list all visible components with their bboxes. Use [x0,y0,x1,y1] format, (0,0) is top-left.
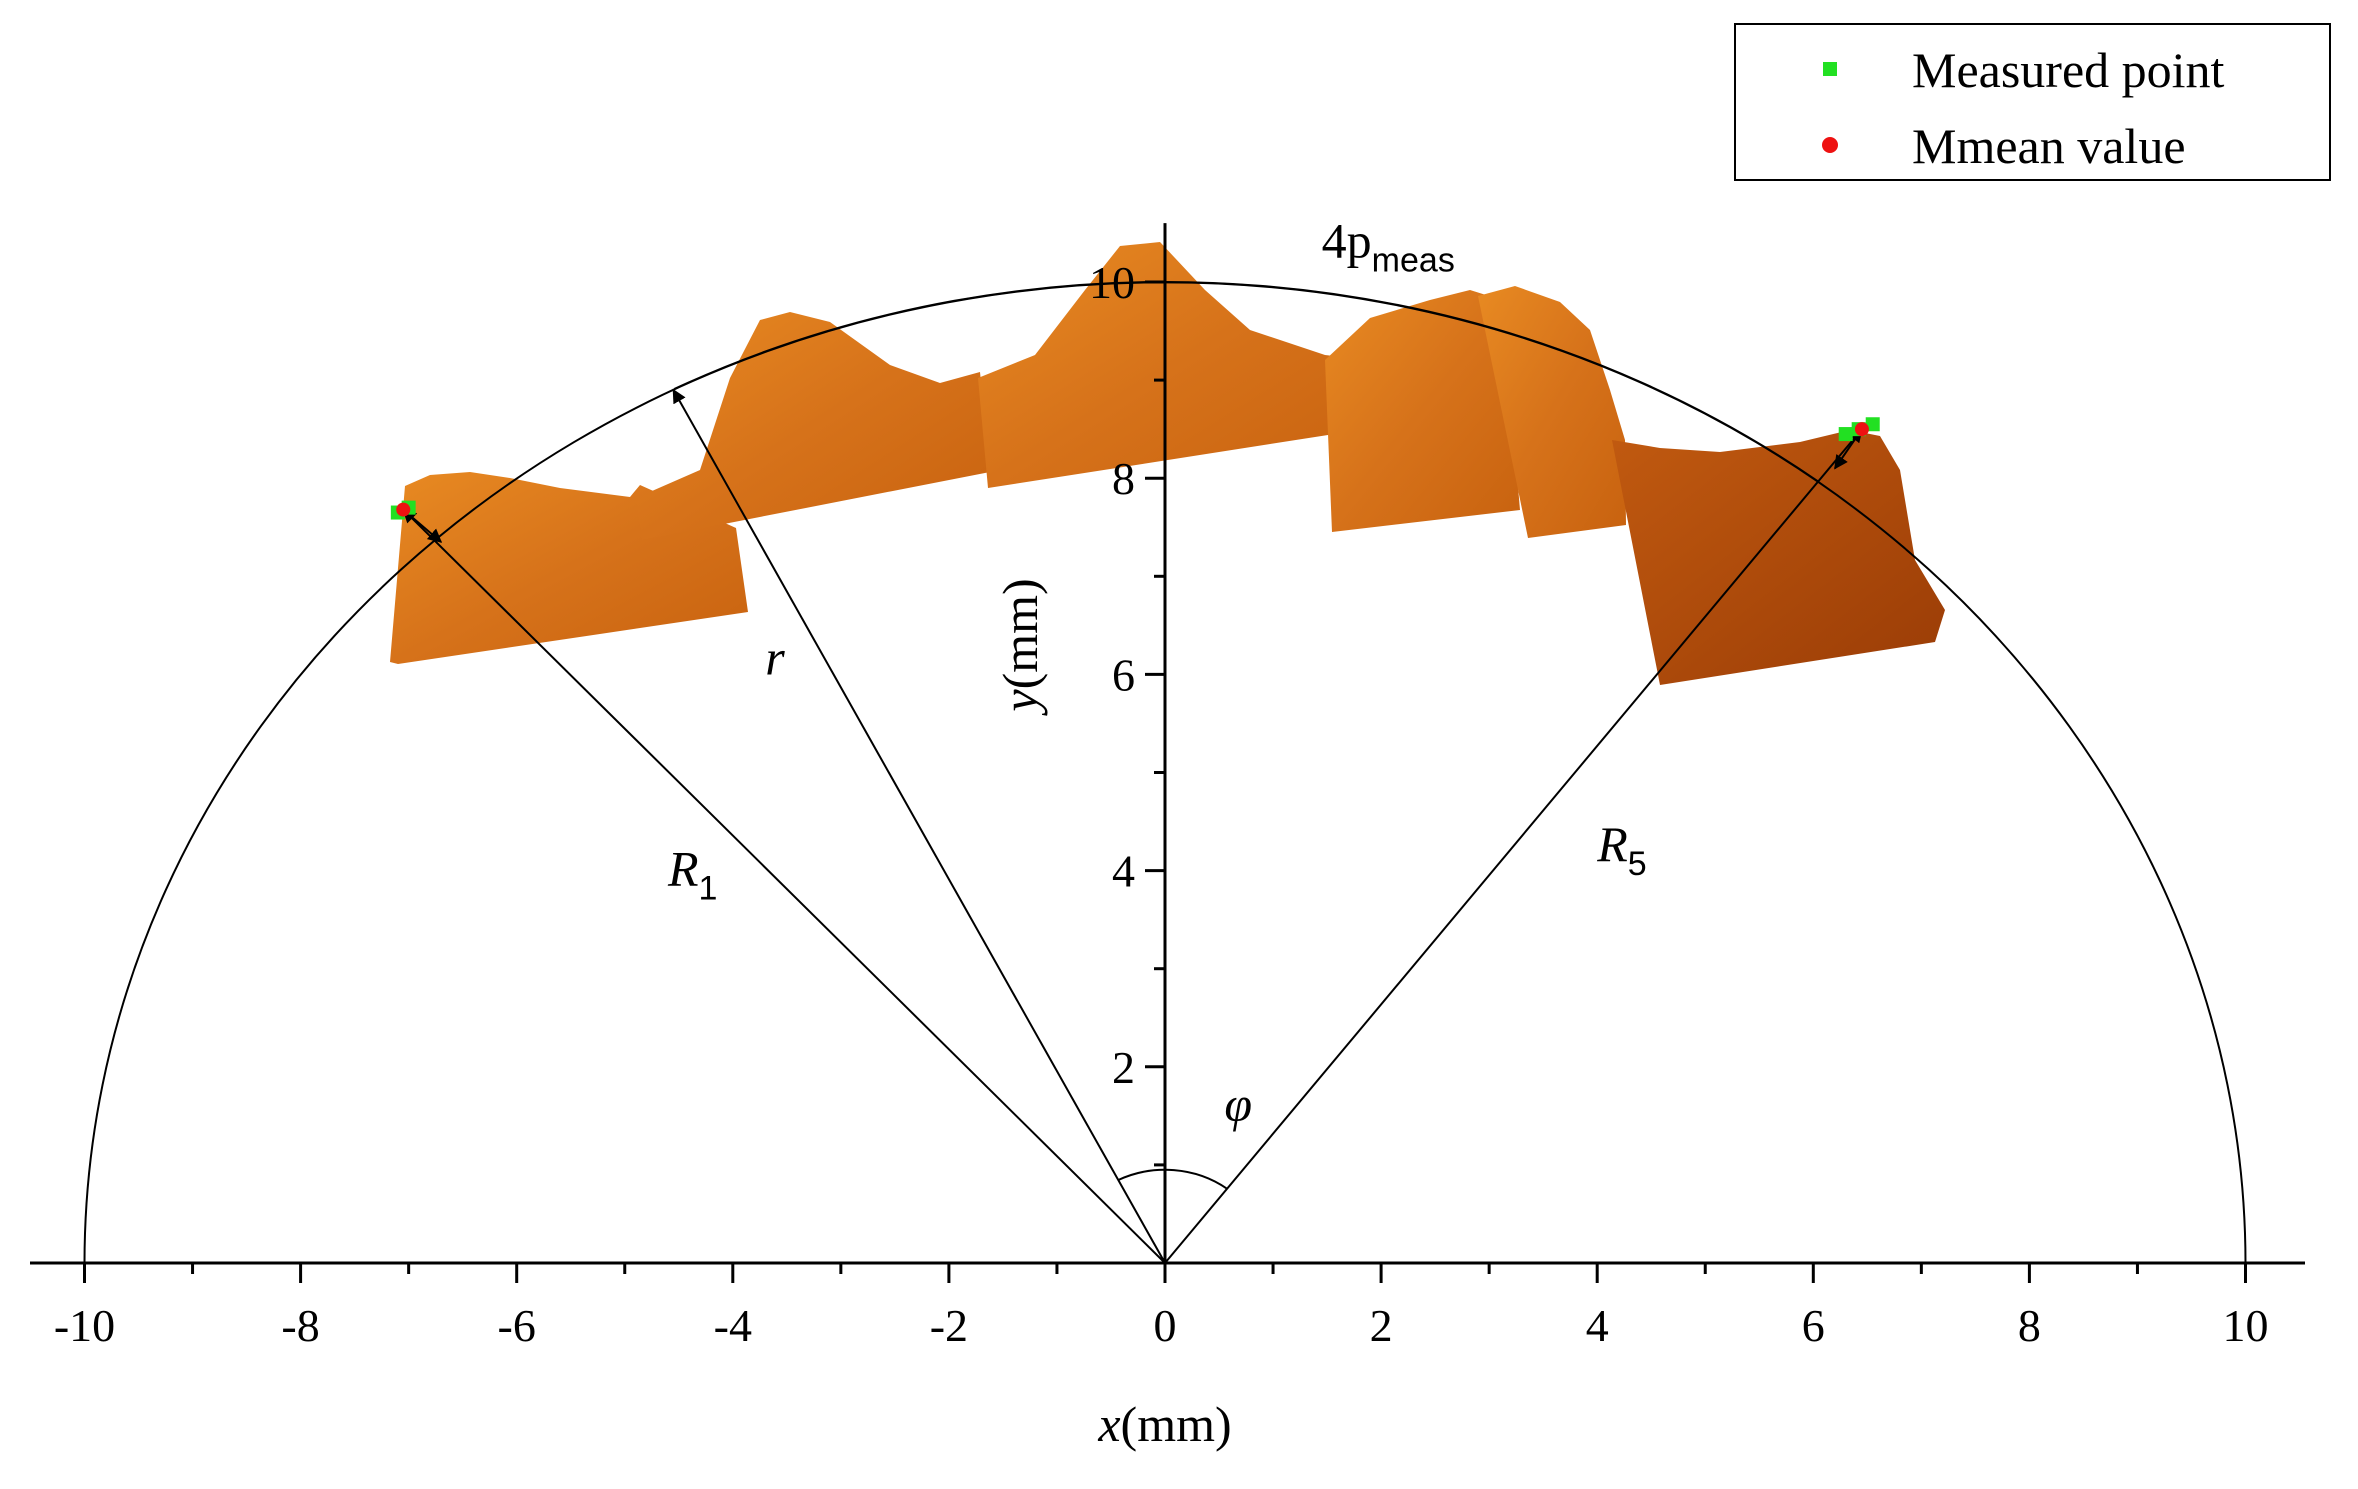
scan-patch-5 [1478,286,1626,538]
annotations: R1 r R5 φ 4pmeas [667,212,1647,1131]
legend-label-mean: Mmean value [1912,118,2186,174]
scan-patch-6 [1612,430,1945,685]
y-axis-title: y(mm) [992,578,1048,716]
x-tick-label: 10 [2223,1300,2269,1351]
legend-marker-measured [1823,62,1837,76]
y-tick-label: 6 [1112,649,1135,700]
y-ticks: 2 4 6 8 10 [1089,257,1165,1167]
x-tick-label: 8 [2018,1300,2041,1351]
x-axis-var: x [1097,1396,1120,1452]
annotation-phi: φ [1224,1076,1252,1132]
radius-lines [402,281,1863,1264]
mean-value-point [1854,422,1869,437]
radius-line-r1 [402,508,1166,1264]
legend-box [1734,23,2331,181]
y-axis-unit: (mm) [992,578,1048,689]
x-tick-label: -2 [930,1300,968,1351]
profile-scan-image [390,242,1945,685]
x-tick-label: -6 [498,1300,536,1351]
legend-marker-mean [1822,137,1838,153]
radius-line-r [672,388,1166,1264]
scan-patch-4 [1325,290,1520,532]
measured-point [1865,417,1880,432]
annotation-R1: R1 [667,840,717,907]
legend-label-measured: Measured point [1912,42,2225,98]
y-axis-var: y [992,689,1048,717]
phi-angle-arc [1117,1168,1228,1190]
measured-point [1838,427,1853,442]
x-tick-label: 2 [1370,1300,1393,1351]
annotation-r: r [765,629,785,685]
x-tick-label: -10 [54,1300,115,1351]
x-tick-label: 0 [1154,1300,1177,1351]
x-ticks: -10 -8 -6 -4 -2 0 2 4 6 8 10 [54,1263,2269,1351]
y-tick-label: 10 [1089,257,1135,308]
pmeas-arc [674,281,1819,483]
arrow-tip-r1-circle [402,508,443,543]
x-tick-label: -8 [281,1300,319,1351]
x-tick-label: -4 [714,1300,752,1351]
scan-patch-2 [636,312,990,540]
x-tick-label: 4 [1586,1300,1609,1351]
y-tick-label: 4 [1112,846,1135,897]
legend: Measured point Mmean value [1734,23,2331,181]
axes: -10 -8 -6 -4 -2 0 2 4 6 8 10 2 4 6 8 10 [30,223,2305,1351]
x-axis-unit: (mm) [1121,1396,1232,1452]
annotation-pmeas: 4pmeas [1322,212,1455,279]
scan-patch-3 [978,242,1373,488]
annotation-R5: R5 [1596,816,1646,883]
mean-value-point [396,502,411,517]
y-tick-label: 8 [1112,453,1135,504]
x-tick-label: 6 [1802,1300,1825,1351]
y-tick-label: 2 [1112,1042,1135,1093]
x-axis-title: x(mm) [1097,1396,1231,1452]
data-markers [390,417,1880,520]
radius-line-r5 [1164,428,1863,1264]
